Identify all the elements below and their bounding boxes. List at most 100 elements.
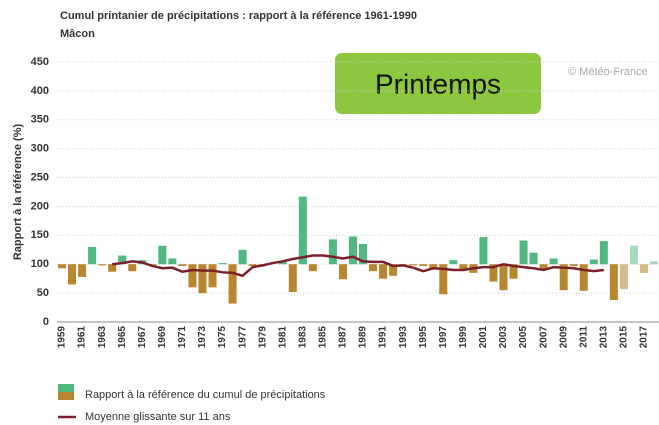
bar xyxy=(489,264,498,282)
bar xyxy=(639,264,648,273)
bar xyxy=(338,264,347,280)
y-tick-label: 250 xyxy=(31,171,49,183)
y-tick-label: 100 xyxy=(31,258,49,270)
chart-subtitle: Mâcon xyxy=(60,28,95,40)
bar xyxy=(348,236,357,265)
bar xyxy=(158,245,167,265)
bar xyxy=(519,240,528,265)
x-tick-label: 2005 xyxy=(518,326,529,349)
bar xyxy=(78,264,87,277)
legend-swatch xyxy=(58,384,74,392)
bar xyxy=(168,258,177,265)
bar xyxy=(419,264,428,266)
bar xyxy=(178,264,187,266)
badge: Printemps xyxy=(375,68,501,99)
bar xyxy=(98,264,107,266)
x-tick-label: 2015 xyxy=(619,326,630,349)
bar xyxy=(208,264,217,288)
bar xyxy=(108,264,117,272)
x-tick-label: 1959 xyxy=(57,326,68,349)
legend-label: Moyenne glissante sur 11 ans xyxy=(85,411,231,423)
bar xyxy=(228,264,237,304)
bar xyxy=(449,260,458,265)
bar xyxy=(389,264,398,276)
y-tick-label: 400 xyxy=(31,85,49,97)
watermark: © Météo-France xyxy=(568,66,648,78)
bar xyxy=(288,264,297,292)
x-tick-label: 1997 xyxy=(438,326,449,349)
bar xyxy=(188,264,197,288)
bar xyxy=(479,237,488,265)
legend-swatch xyxy=(58,392,74,400)
x-tick-label: 1979 xyxy=(257,326,268,349)
legend-label: Rapport à la référence du cumul de préci… xyxy=(85,389,326,401)
bar xyxy=(509,264,518,279)
bar xyxy=(649,261,658,265)
x-tick-label: 1985 xyxy=(318,326,329,349)
y-tick-label: 150 xyxy=(31,229,49,241)
bar xyxy=(559,264,568,291)
bar xyxy=(118,255,127,265)
x-tick-label: 1991 xyxy=(378,326,389,349)
bar xyxy=(599,241,608,265)
y-tick-label: 350 xyxy=(31,114,49,126)
bar xyxy=(409,264,418,266)
bar xyxy=(569,264,578,266)
bar xyxy=(88,246,97,265)
x-tick-label: 1989 xyxy=(358,326,369,349)
bar xyxy=(359,244,368,265)
x-tick-label: 1967 xyxy=(137,326,148,349)
y-tick-label: 450 xyxy=(31,56,49,68)
bar xyxy=(629,245,638,265)
x-tick-label: 1969 xyxy=(157,326,168,349)
bar xyxy=(539,264,548,269)
x-tick-label: 1995 xyxy=(418,326,429,349)
y-axis-label: Rapport à la référence (%) xyxy=(12,124,24,261)
x-tick-label: 2003 xyxy=(498,326,509,349)
bar xyxy=(198,264,207,294)
bar xyxy=(248,264,257,266)
bar xyxy=(308,264,317,272)
y-tick-label: 0 xyxy=(43,316,49,328)
chart-title: Cumul printanier de précipitations : rap… xyxy=(60,10,417,22)
x-tick-label: 1971 xyxy=(177,326,188,349)
x-tick-label: 1981 xyxy=(277,326,288,349)
bar xyxy=(579,264,588,291)
x-tick-label: 1993 xyxy=(398,326,409,349)
bar xyxy=(379,264,388,279)
x-tick-label: 1983 xyxy=(297,326,308,349)
bar xyxy=(218,263,227,265)
moving-average-line xyxy=(112,254,604,278)
bar xyxy=(619,264,628,290)
bar xyxy=(278,261,287,265)
bar xyxy=(549,258,558,265)
bar xyxy=(328,239,337,265)
badge-box xyxy=(335,53,541,114)
bar xyxy=(459,264,468,270)
bar xyxy=(589,259,598,265)
y-tick-label: 200 xyxy=(31,200,49,212)
x-tick-label: 1987 xyxy=(338,326,349,349)
bar xyxy=(58,264,67,269)
x-tick-label: 1975 xyxy=(217,326,228,349)
bar xyxy=(68,264,77,285)
bar xyxy=(439,264,448,295)
x-tick-label: 2011 xyxy=(578,326,589,348)
x-tick-label: 1977 xyxy=(237,326,248,349)
bar xyxy=(529,252,538,265)
x-tick-label: 2009 xyxy=(558,326,569,349)
y-tick-label: 300 xyxy=(31,143,49,155)
bar xyxy=(429,264,438,269)
bar xyxy=(298,196,307,265)
x-tick-label: 1963 xyxy=(97,326,108,349)
x-tick-label: 1973 xyxy=(197,326,208,349)
bar xyxy=(499,264,508,291)
x-tick-label: 2007 xyxy=(538,326,549,349)
y-tick-label: 50 xyxy=(37,287,49,299)
x-tick-label: 1999 xyxy=(458,326,469,349)
x-tick-label: 1965 xyxy=(117,326,128,349)
bar xyxy=(238,249,247,265)
bar xyxy=(128,264,137,272)
x-tick-label: 2013 xyxy=(598,326,609,349)
